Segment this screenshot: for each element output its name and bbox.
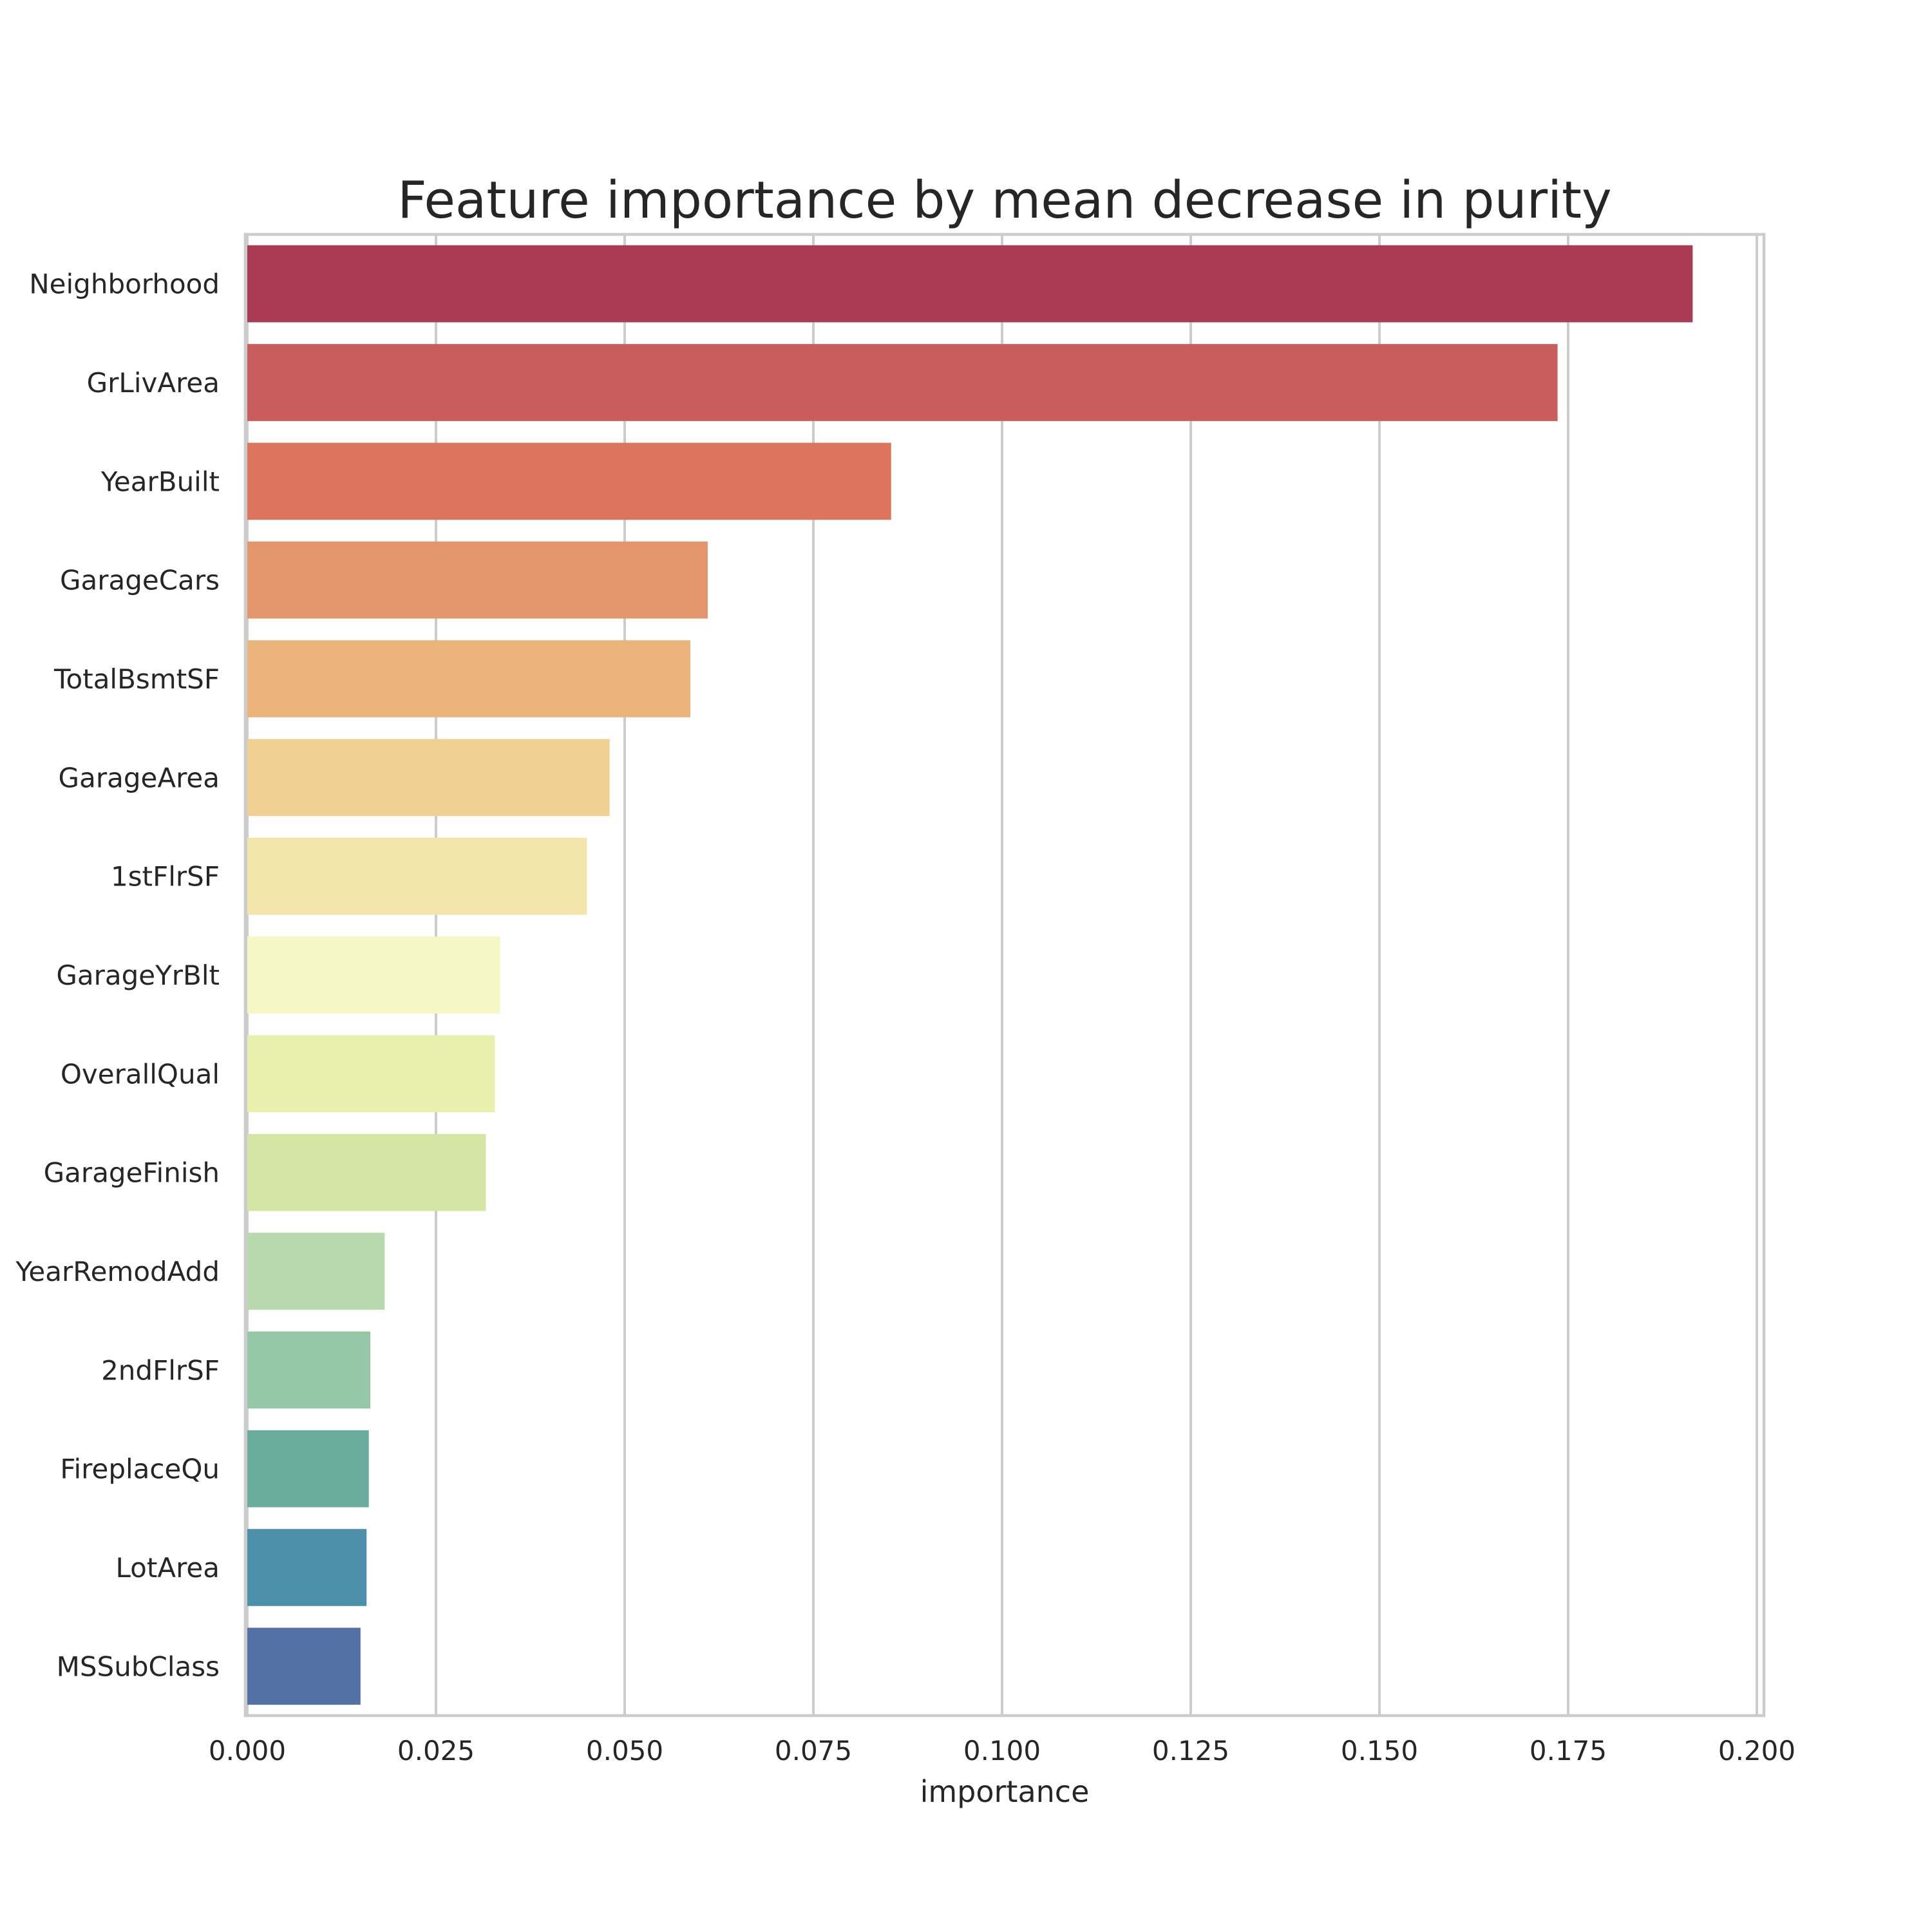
category-labels: Neighborhood GrLivArea YearBuilt GarageCars… <box>15 269 220 1683</box>
bar <box>247 442 891 520</box>
bar <box>247 1529 367 1606</box>
x-tick-label: 0.200 <box>1718 1735 1795 1766</box>
x-tick-label: 0.125 <box>1152 1735 1229 1766</box>
bar <box>247 640 690 717</box>
chart-title: Feature importance by mean decrease in p… <box>397 171 1612 230</box>
y-tick-label: FireplaceQu <box>60 1454 220 1485</box>
x-tick-label: 0.025 <box>397 1735 475 1766</box>
bar <box>247 1233 385 1310</box>
y-tick-label: MSSubClass <box>57 1651 220 1682</box>
x-tick-label: 0.075 <box>775 1735 852 1766</box>
x-tick-label: 0.050 <box>586 1735 663 1766</box>
y-tick-label: YearBuilt <box>100 466 220 497</box>
x-tick-label: 0.100 <box>963 1735 1041 1766</box>
plot-frame <box>243 232 1766 1718</box>
bar <box>247 344 1558 421</box>
y-tick-label: 2ndFlrSF <box>101 1354 220 1386</box>
bar <box>247 245 1693 323</box>
x-tick-labels: 0.000 0.025 0.050 0.075 0.100 0.125 0.150 0.175… <box>209 1735 1795 1766</box>
y-tick-label: Neighborhood <box>29 269 220 300</box>
y-tick-label: GarageFinish <box>44 1157 220 1189</box>
bar <box>247 1035 495 1113</box>
x-axis-label: importance <box>920 1774 1090 1809</box>
bar <box>247 837 587 915</box>
y-tick-label: GrLivArea <box>87 367 220 399</box>
y-tick-label: LotArea <box>116 1552 220 1584</box>
y-tick-label: GarageCars <box>60 565 220 596</box>
bar <box>247 739 610 817</box>
bar <box>247 936 500 1014</box>
x-tick-label: 0.000 <box>209 1735 286 1766</box>
bar <box>247 1133 486 1211</box>
y-tick-label: TotalBsmtSF <box>53 663 220 695</box>
bar <box>247 541 708 619</box>
y-tick-label: GarageYrBlt <box>56 960 220 991</box>
bars <box>247 245 1693 1705</box>
x-tick-label: 0.175 <box>1530 1735 1607 1766</box>
bar <box>247 1430 369 1508</box>
bar <box>247 1331 371 1409</box>
x-tick-label: 0.150 <box>1341 1735 1418 1766</box>
y-tick-label: YearRemodAdd <box>15 1256 220 1287</box>
y-tick-label: GarageArea <box>59 762 220 793</box>
bar <box>247 1627 361 1705</box>
y-tick-label: 1stFlrSF <box>111 861 220 893</box>
y-tick-label: OverallQual <box>61 1058 220 1090</box>
